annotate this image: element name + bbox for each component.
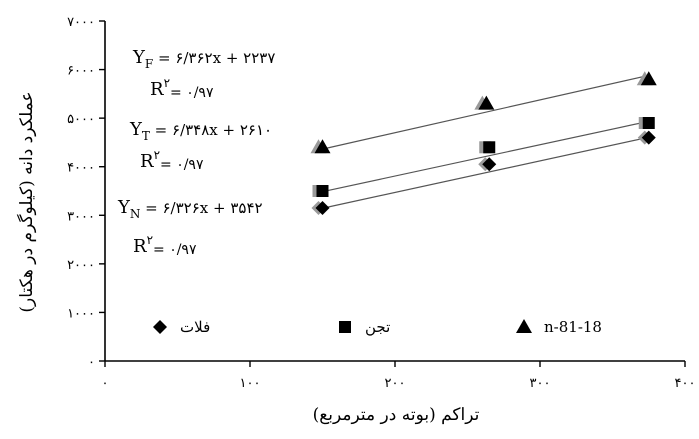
data-point — [641, 130, 656, 145]
y-tick-label: ۷۰۰۰ — [67, 15, 95, 30]
y-axis-label: عملکرد دانه (کیلوگرم در هکتار) — [16, 91, 37, 312]
equation-label: R۲= ۰/۹۷ — [140, 148, 204, 173]
x-tick-label: ۴۰۰ — [675, 376, 696, 391]
data-point — [316, 185, 329, 197]
data-point — [483, 141, 496, 154]
x-tick-label: ۲۰۰ — [385, 376, 406, 391]
x-axis-label: تراکم (بوته در مترمربع) — [313, 405, 480, 425]
x-tick-label: ۳۰۰ — [530, 376, 551, 391]
y-tick-label: ۶۰۰۰ — [67, 64, 95, 79]
x-tick-label: ۱۰۰ — [240, 376, 261, 391]
equation-label: R۲= ۰/۹۷ — [133, 233, 197, 258]
equation-label: YF = ۶/۳۶۲x + ۲۲۳۷ — [132, 47, 275, 71]
legend-label: فلات — [180, 318, 210, 336]
data-point — [314, 139, 331, 154]
y-tick-label: ۱۰۰۰ — [67, 306, 95, 321]
legend-label: n-81-18 — [544, 318, 602, 336]
legend-marker — [153, 320, 167, 334]
axes — [99, 20, 686, 367]
x-tick-label: ۰ — [102, 376, 109, 391]
tick-labels: ۰ ۱۰۰۰ ۲۰۰۰ ۳۰۰۰ ۴۰۰۰ ۵۰۰۰ ۶۰۰۰ ۷۰۰۰ ۰ ۱۰۰ ۲۰۰ ۳۰۰ ۴… — [67, 15, 695, 391]
equation-label: R۲= ۰/۹۷ — [150, 76, 214, 101]
data-point — [482, 157, 497, 172]
data-point — [478, 95, 495, 110]
y-tick-label: ۴۰۰۰ — [67, 161, 95, 176]
data-points — [310, 71, 657, 215]
y-tick-label: ۳۰۰۰ — [67, 209, 95, 224]
data-point — [640, 71, 657, 86]
legend-label: تجن — [365, 318, 390, 336]
regression-equations: YF = ۶/۳۶۲x + ۲۲۳۷ R۲= ۰/۹۷ YT = ۶/۳۴۸x + … — [117, 47, 275, 258]
fit-line — [322, 74, 649, 150]
equation-label: YT = ۶/۳۴۸x + ۲۶۱۰ — [129, 119, 272, 143]
legend: فلات تجن n-81-18 — [153, 318, 602, 336]
y-tick-label: ۵۰۰۰ — [67, 112, 95, 127]
equation-label: YN = ۶/۳۲۶x + ۳۵۴۲ — [117, 197, 263, 221]
fit-lines — [322, 74, 649, 209]
data-point — [315, 201, 330, 215]
legend-marker — [516, 319, 532, 333]
data-point — [642, 117, 655, 129]
y-tick-label: ۰ — [88, 355, 95, 370]
fit-line — [322, 136, 649, 209]
y-tick-label: ۲۰۰۰ — [67, 258, 95, 273]
fit-line — [322, 120, 649, 193]
legend-marker — [339, 321, 351, 333]
